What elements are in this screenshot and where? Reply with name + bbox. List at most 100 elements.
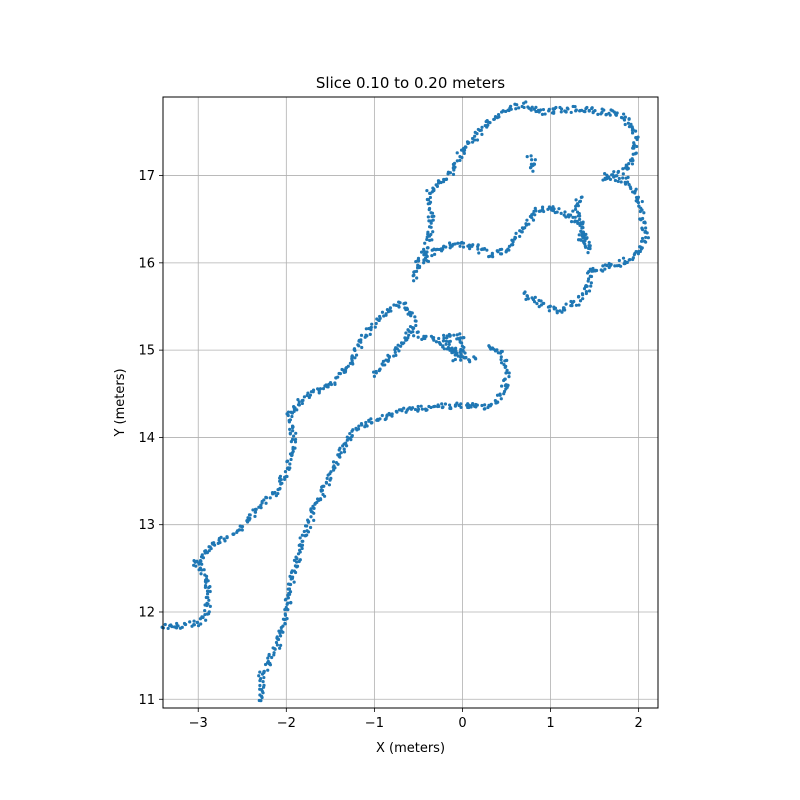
scatter-point [461,345,464,348]
scatter-point [471,402,474,405]
scatter-point [381,363,384,366]
scatter-point [288,419,291,422]
scatter-point [312,519,315,522]
scatter-point [270,656,273,659]
scatter-point [589,284,592,287]
scatter-point [392,354,395,357]
scatter-point [459,341,462,344]
scatter-point [286,603,289,606]
scatter-point [332,464,335,467]
scatter-point [583,287,586,290]
scatter-point [369,333,372,336]
scatter-point [523,292,526,295]
scatter-point [343,447,346,450]
scatter-point [338,455,341,458]
scatter-point [623,118,626,121]
scatter-point [573,220,576,223]
scatter-point [631,162,634,165]
scatter-point [340,368,343,371]
scatter-point [577,214,580,217]
scatter-point [443,347,446,350]
scatter-point [458,159,461,162]
scatter-point [580,196,583,199]
scatter-point [353,349,356,352]
scatter-point [596,113,599,116]
scatter-point [537,299,540,302]
scatter-point [287,466,290,469]
scatter-point [289,601,292,604]
scatter-point [554,106,557,109]
scatter-point [258,679,261,682]
scatter-point [631,258,634,261]
scatter-point [309,526,312,529]
scatter-point [428,202,431,205]
scatter-point [369,326,372,329]
scatter-point [293,438,296,441]
scatter-point [294,555,297,558]
scatter-point [548,309,551,312]
scatter-point [409,314,412,317]
scatter-point [209,545,212,548]
scatter-point [506,248,509,251]
scatter-point [622,112,625,115]
scatter-point [167,627,170,630]
scatter-point [381,414,384,417]
scatter-point [322,485,325,488]
scatter-point [307,530,310,533]
scatter-point [293,580,296,583]
scatter-point [565,303,568,306]
scatter-point [514,236,517,239]
scatter-point [415,276,418,279]
x-tick-label: 0 [458,716,466,731]
scatter-point [480,129,483,132]
scatter-point [258,693,261,696]
scatter-point [514,232,517,235]
scatter-point [641,246,644,249]
scatter-point [562,308,565,311]
scatter-point [574,216,577,219]
scatter-point [397,344,400,347]
scatter-point [283,622,286,625]
scatter-point [628,258,631,261]
scatter-point [291,429,294,432]
scatter-point [395,410,398,413]
scatter-point [569,304,572,307]
scatter-point [201,553,204,556]
scatter-point [579,221,582,224]
y-tick-label: 13 [138,518,155,533]
scatter-point [264,502,267,505]
scatter-point [412,274,415,277]
scatter-point [612,170,615,173]
scatter-point [581,230,584,233]
scatter-point [520,230,523,233]
scatter-point [500,361,503,364]
scatter-point [312,388,315,391]
scatter-point [538,210,541,213]
scatter-point [586,251,589,254]
scatter-point [556,211,559,214]
scatter-point [587,270,590,273]
scatter-point [476,138,479,141]
scatter-point [377,318,380,321]
scatter-point [647,236,650,239]
x-tick-label: −2 [277,716,296,731]
scatter-point [639,210,642,213]
scatter-point [591,267,594,270]
scatter-point [199,622,202,625]
scatter-point [612,175,615,178]
scatter-point [268,653,271,656]
scatter-point [581,234,584,237]
scatter-point [454,403,457,406]
scatter-point [575,108,578,111]
scatter-point [532,218,535,221]
scatter-point [532,298,535,301]
scatter-point [637,201,640,204]
scatter-point [338,447,341,450]
scatter-point [636,138,639,141]
scatter-point [360,422,363,425]
scatter-point [560,212,563,215]
scatter-point [181,626,184,629]
scatter-point [606,176,609,179]
scatter-point [531,170,534,173]
scatter-point [534,106,537,109]
